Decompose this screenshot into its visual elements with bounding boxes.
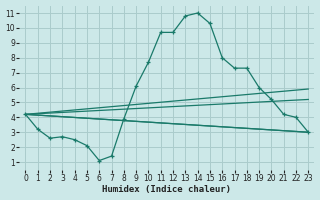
X-axis label: Humidex (Indice chaleur): Humidex (Indice chaleur): [102, 185, 231, 194]
